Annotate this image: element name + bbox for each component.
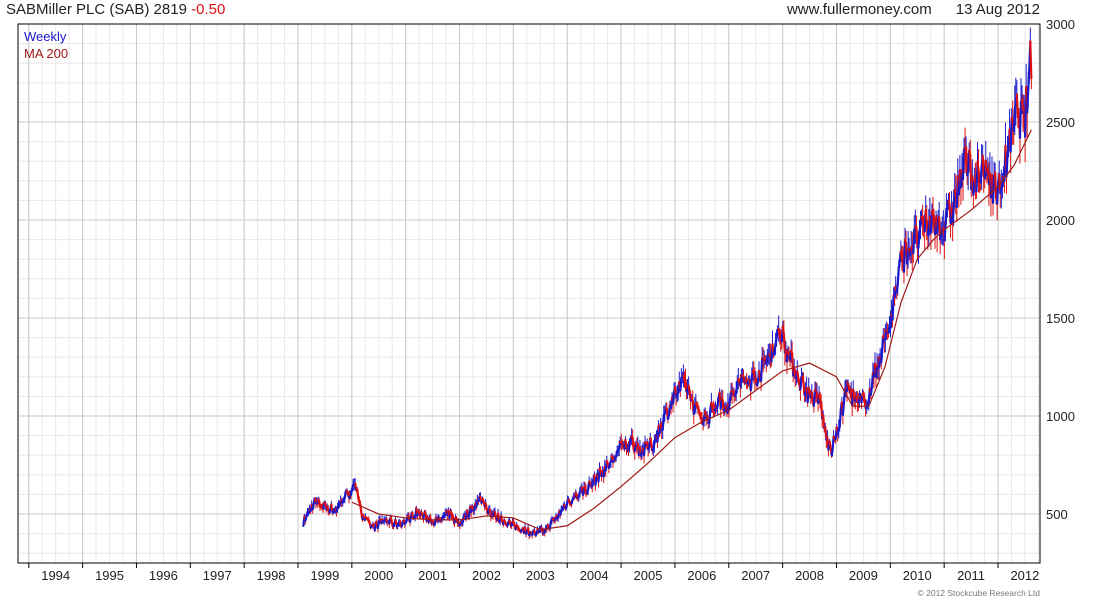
x-tick-label: 1997 xyxy=(203,568,232,583)
x-tick-label: 2004 xyxy=(580,568,609,583)
stock-name: SABMiller PLC (SAB) xyxy=(6,1,150,18)
x-tick-label: 1998 xyxy=(257,568,286,583)
y-tick-label: 2000 xyxy=(1046,213,1075,228)
x-tick-label: 1994 xyxy=(41,568,70,583)
chart-date: 13 Aug 2012 xyxy=(955,1,1040,18)
legend-weekly: Weekly xyxy=(24,29,67,44)
y-tick-label: 2500 xyxy=(1046,115,1075,130)
x-tick-label: 1995 xyxy=(95,568,124,583)
x-tick-label: 1996 xyxy=(149,568,178,583)
ma200-line xyxy=(351,129,1032,531)
y-tick-label: 1500 xyxy=(1046,311,1075,326)
header-right: www.fullermoney.com 13 Aug 2012 xyxy=(787,1,1040,18)
x-tick-label: 2002 xyxy=(472,568,501,583)
x-tick-label: 2000 xyxy=(364,568,393,583)
x-tick-label: 2007 xyxy=(741,568,770,583)
x-tick-label: 2008 xyxy=(795,568,824,583)
x-tick-label: 2006 xyxy=(687,568,716,583)
legend-ma200: MA 200 xyxy=(24,46,69,61)
axes-layer: 500 1000 1500 2000 2500 3000 1994 1995 1996 1997 1… xyxy=(17,17,1075,583)
y-tick-label: 1000 xyxy=(1046,409,1075,424)
weekly-price-series xyxy=(302,27,1033,540)
x-tick-label: 2001 xyxy=(418,568,447,583)
x-tick-label: 2010 xyxy=(903,568,932,583)
x-tick-label: 2012 xyxy=(1010,568,1039,583)
x-tick-label: 2003 xyxy=(526,568,555,583)
x-tick-label: 1999 xyxy=(310,568,339,583)
chart-title: SABMiller PLC (SAB) 2819 -0.50 xyxy=(6,1,225,18)
x-tick-label: 2009 xyxy=(849,568,878,583)
stock-price: 2819 xyxy=(153,1,187,18)
price-change: -0.50 xyxy=(191,1,226,18)
website-link[interactable]: www.fullermoney.com xyxy=(786,1,932,18)
x-tick-label: 2005 xyxy=(634,568,663,583)
y-tick-label: 3000 xyxy=(1046,17,1075,32)
grid-layer xyxy=(18,23,1040,563)
plot-frame xyxy=(17,23,1041,564)
x-tick-label: 2011 xyxy=(957,568,985,583)
y-tick-label: 500 xyxy=(1046,507,1068,522)
copyright-notice: © 2012 Stockcube Research Ltd xyxy=(917,588,1040,598)
ma200-series xyxy=(351,129,1032,531)
